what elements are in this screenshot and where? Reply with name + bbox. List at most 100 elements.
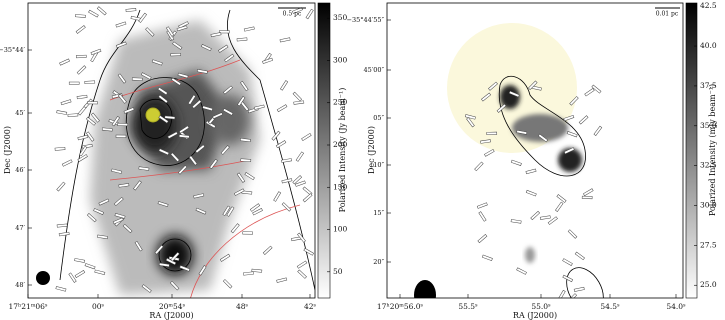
polarization-vector xyxy=(115,134,127,138)
polarization-vector xyxy=(476,202,488,209)
polarization-vector xyxy=(281,202,292,212)
right-frame xyxy=(386,2,684,299)
polarization-vector xyxy=(276,104,288,113)
polarization-vector xyxy=(61,159,73,167)
polarization-vector xyxy=(279,37,291,43)
polarization-vector xyxy=(115,21,127,28)
polarization-vector xyxy=(510,159,522,166)
right-image xyxy=(387,3,683,298)
y-tick-label: 15″ xyxy=(373,209,384,217)
polarization-vector xyxy=(484,148,495,157)
polarization-vector xyxy=(297,269,307,279)
polarization-vector xyxy=(67,113,79,117)
polarization-vector xyxy=(90,48,102,56)
polarization-vector xyxy=(154,244,164,255)
y-tick-label: −35°44′55″ xyxy=(347,16,385,24)
polarization-vector xyxy=(251,268,263,273)
polarization-vector xyxy=(179,265,191,272)
polarization-vector xyxy=(252,208,263,216)
polarization-vector xyxy=(305,8,314,20)
polarization-vector xyxy=(158,262,170,268)
polarization-vector xyxy=(112,217,124,225)
left-image xyxy=(28,3,315,298)
polarization-vector xyxy=(75,54,87,59)
polarization-vector xyxy=(249,203,261,212)
y-tick-label: 10″ xyxy=(373,161,384,169)
colorbar-label: Polarized Intensity (mJy beam⁻¹) xyxy=(708,84,717,216)
polarization-vector xyxy=(273,191,282,202)
scale-bar-label: 0.01 pc xyxy=(656,11,679,18)
polarization-vector xyxy=(481,92,492,102)
polarization-vector xyxy=(111,168,123,174)
x-tick-label: 48ˢ xyxy=(236,302,249,311)
polarization-vector xyxy=(292,91,303,102)
polarization-vector xyxy=(563,114,575,122)
polarization-vector xyxy=(220,145,230,155)
polarization-vector xyxy=(567,229,578,239)
polarization-vector xyxy=(562,274,574,283)
colorbar-label: Polarized Intensity (Jy beam⁻¹) xyxy=(338,88,347,213)
polarization-vector xyxy=(165,26,175,37)
polarization-vector xyxy=(222,279,233,289)
x-tick-label: 55.5ˢ xyxy=(458,302,478,311)
polarization-vector xyxy=(93,208,105,215)
polarization-vector xyxy=(134,240,143,252)
polarization-vector xyxy=(253,104,265,110)
polarization-vector xyxy=(75,14,86,18)
polarization-vector xyxy=(224,53,235,63)
polarization-vector xyxy=(584,88,595,97)
polarization-vector xyxy=(169,280,180,291)
polarization-vector xyxy=(158,148,170,156)
polarization-vector xyxy=(125,8,137,12)
y-tick-label: 20″ xyxy=(373,258,384,266)
colorbar-tick-label: 50 xyxy=(333,267,343,276)
polarization-vector xyxy=(222,85,233,95)
polarization-vector xyxy=(84,80,96,84)
polarization-vector xyxy=(77,134,89,141)
polarization-vector xyxy=(242,231,253,235)
colorbar-tick-label: 35.0 xyxy=(700,121,717,130)
polarization-vector xyxy=(240,80,249,92)
polarization-vector xyxy=(262,245,273,255)
polarization-vector xyxy=(474,161,484,172)
y-axis-label: Dec (J2000) xyxy=(367,126,376,174)
x-tick-label: 54.5ˢ xyxy=(600,302,620,311)
polarization-vector xyxy=(480,139,491,144)
polarization-vector xyxy=(275,140,287,149)
polarization-vector xyxy=(573,286,585,292)
polarization-vector xyxy=(56,110,68,115)
polarization-vector xyxy=(539,215,551,220)
polarization-vector xyxy=(244,172,255,181)
polarization-vector xyxy=(196,69,208,74)
x-tick-label: 42ˢ xyxy=(304,302,317,311)
polarization-vector xyxy=(85,131,95,142)
y-tick-label: −35°44′ xyxy=(0,46,26,54)
polarization-vector xyxy=(188,155,198,166)
y-axis-label: Dec (J2000) xyxy=(3,126,12,174)
x-axis-label: RA (J2000) xyxy=(149,311,193,320)
polarization-vector xyxy=(140,72,152,80)
polarization-vector xyxy=(94,269,106,275)
polarization-vector xyxy=(583,188,594,197)
colorbar-tick-label: 27.5 xyxy=(700,240,717,249)
polarization-vector xyxy=(222,108,234,116)
polarization-vector xyxy=(477,234,488,244)
x-tick-label: 17ʰ21ᵐ06ˢ xyxy=(8,302,47,311)
polarization-vector xyxy=(171,77,182,86)
polarization-vector xyxy=(496,103,507,113)
polarization-vector xyxy=(172,41,183,50)
polarization-vector xyxy=(113,196,124,207)
polarization-vector xyxy=(200,44,212,52)
colorbar-tick-label: 37.5 xyxy=(700,81,717,90)
polarization-vector xyxy=(528,80,538,91)
y-tick-label: 47′ xyxy=(15,224,25,232)
polarization-vector xyxy=(76,94,88,100)
x-tick-label: 20ᵐ54ˢ xyxy=(159,302,186,311)
polarization-vector xyxy=(56,223,68,228)
polarization-vector xyxy=(178,134,190,139)
polarization-vector xyxy=(111,115,120,127)
scale-bar-label: 0.5 pc xyxy=(283,11,302,18)
colorbar-tick-label: 300 xyxy=(333,55,348,64)
polarization-vector xyxy=(178,21,189,29)
